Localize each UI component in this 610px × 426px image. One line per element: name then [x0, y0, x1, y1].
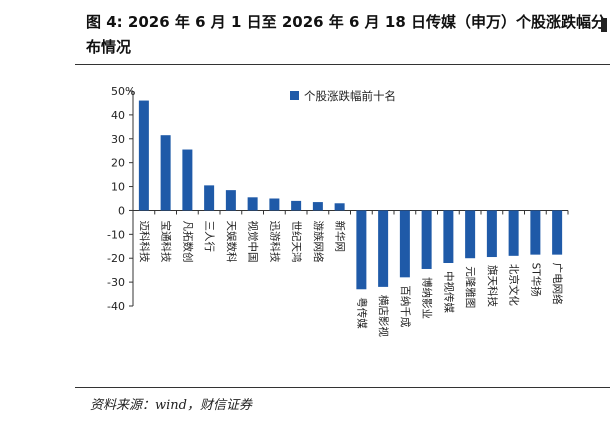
bar-14 — [421, 210, 432, 269]
category-label: 视觉中国 — [247, 220, 260, 262]
bar-10 — [334, 203, 345, 211]
category-label: 宝通科技 — [160, 220, 173, 262]
bar-16 — [465, 210, 476, 259]
category-label: 凡拓数创 — [181, 220, 194, 262]
figure-title: 图 4: 2026 年 6 月 1 日至 2026 年 6 月 18 日传媒（申… — [86, 13, 607, 56]
y-tick-label: -30 — [107, 276, 125, 289]
category-label: 迅游科技 — [268, 220, 281, 262]
bar-2 — [160, 135, 171, 211]
bar-9 — [312, 202, 323, 211]
y-tick-label: -10 — [107, 228, 125, 241]
bar-5 — [225, 190, 236, 211]
y-tick-label: -20 — [107, 252, 125, 265]
bar-17 — [486, 210, 497, 258]
category-label: 中视传媒 — [442, 271, 455, 313]
category-labels: 迈科科技 宝通科技 凡拓数创 三人行 天娱数科 视觉中国 迅游科技 世纪天鸿 游族网络 新华网粤传… — [138, 220, 564, 337]
bar-1 — [138, 100, 149, 211]
y-tick-label: -40 — [107, 300, 125, 313]
chart-bars — [138, 100, 563, 290]
y-tick-label: 30 — [111, 133, 125, 146]
y-tick-label: 20 — [111, 157, 125, 170]
category-label: 世纪天鸿 — [290, 220, 303, 262]
legend-label: 个股涨跌幅前十名 — [304, 89, 396, 103]
legend-swatch — [290, 91, 299, 100]
figure-title-overflow-mark — [601, 18, 607, 32]
chart-legend: 个股涨跌幅前十名 — [290, 89, 396, 103]
y-axis-unit: % — [125, 85, 135, 98]
bar-4 — [204, 185, 215, 211]
category-label: 广电网络 — [551, 263, 564, 305]
bar-18 — [508, 210, 519, 256]
bar-13 — [399, 210, 410, 278]
y-tick-label: 10 — [111, 181, 125, 194]
bar-7 — [269, 198, 280, 211]
category-label: 三人行 — [203, 220, 216, 252]
category-label: 天娱数科 — [225, 220, 238, 262]
y-tick-label: 40 — [111, 109, 125, 122]
category-label: 北京文化 — [508, 264, 521, 306]
bar-12 — [378, 210, 389, 287]
category-label: 新华网 — [334, 220, 347, 252]
category-label: 博纳影业 — [421, 277, 434, 319]
bar-11 — [356, 210, 367, 290]
y-tick-label: 50 — [111, 85, 125, 98]
y-tick-label: 0 — [118, 204, 125, 217]
category-label: 旗天科技 — [486, 265, 499, 307]
category-label: 横店影视 — [377, 295, 390, 337]
bar-19 — [530, 210, 541, 255]
bar-3 — [182, 149, 193, 211]
category-label: 游族网络 — [312, 220, 325, 262]
category-label: 元隆雅图 — [464, 266, 477, 308]
source-note: 资料来源：wind，财信证券 — [90, 398, 252, 413]
bar-6 — [247, 197, 258, 211]
category-label: 粤传媒 — [355, 297, 368, 329]
bottom-rule — [75, 387, 610, 388]
bar-15 — [443, 210, 454, 263]
bar-20 — [552, 210, 563, 255]
category-label: 迈科科技 — [138, 220, 151, 262]
bar-8 — [291, 200, 302, 211]
category-label: ST华扬 — [529, 263, 542, 297]
top-rule — [75, 64, 610, 65]
category-label: 百纳千成 — [399, 285, 412, 327]
